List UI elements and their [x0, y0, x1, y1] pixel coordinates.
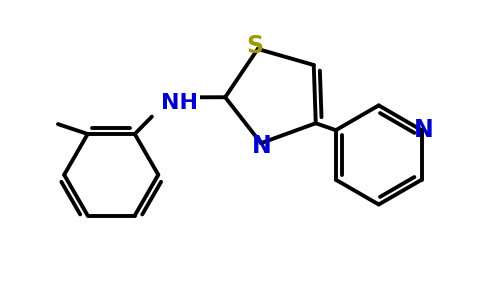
Text: S: S — [247, 34, 264, 58]
Text: NH: NH — [162, 93, 198, 113]
Text: N: N — [414, 118, 434, 142]
Text: N: N — [252, 134, 272, 158]
